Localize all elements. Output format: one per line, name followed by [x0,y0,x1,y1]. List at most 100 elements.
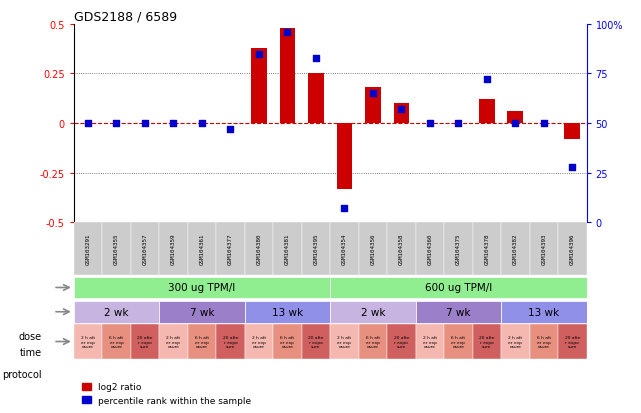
Point [311,55,321,62]
Text: GSM104393: GSM104393 [541,233,546,264]
FancyBboxPatch shape [302,223,330,276]
Point [225,126,235,133]
Point [83,121,93,127]
FancyBboxPatch shape [159,301,245,323]
Bar [394,104,409,124]
FancyBboxPatch shape [529,324,558,359]
FancyBboxPatch shape [302,324,330,359]
FancyBboxPatch shape [330,223,358,276]
FancyBboxPatch shape [387,223,415,276]
FancyBboxPatch shape [358,324,387,359]
Point [453,121,463,127]
Text: 7 wk: 7 wk [446,307,470,317]
Text: 20 afte
r expo
sure: 20 afte r expo sure [394,335,409,348]
Text: 6 h aft
er exp
osure: 6 h aft er exp osure [110,335,124,348]
Text: 600 ug TPM/l: 600 ug TPM/l [425,283,492,293]
Bar [508,112,523,124]
FancyBboxPatch shape [330,277,587,299]
FancyBboxPatch shape [501,301,587,323]
Text: GSM104355: GSM104355 [114,233,119,264]
FancyBboxPatch shape [273,324,302,359]
FancyBboxPatch shape [245,223,273,276]
Text: 2 h aft
er exp
osure: 2 h aft er exp osure [337,335,351,348]
FancyBboxPatch shape [216,223,245,276]
Text: 2 wk: 2 wk [104,307,129,317]
Text: GSM104378: GSM104378 [485,233,489,264]
Point [169,121,179,127]
Text: GSM104396: GSM104396 [570,233,575,264]
Point [538,121,549,127]
Bar [565,124,580,140]
FancyBboxPatch shape [245,301,330,323]
FancyBboxPatch shape [444,223,472,276]
Point [567,164,578,171]
Text: GSM104359: GSM104359 [171,233,176,264]
FancyBboxPatch shape [444,324,472,359]
FancyBboxPatch shape [387,324,415,359]
FancyBboxPatch shape [415,223,444,276]
Point [368,91,378,97]
Text: 2 wk: 2 wk [361,307,385,317]
Text: 20 afte
r expo
sure: 20 afte r expo sure [222,335,238,348]
FancyBboxPatch shape [131,223,159,276]
Text: 6 h aft
er exp
osure: 6 h aft er exp osure [537,335,551,348]
Text: 300 ug TPM/l: 300 ug TPM/l [169,283,235,293]
Text: GSM104361: GSM104361 [199,233,204,264]
Point [396,107,406,113]
Text: 7 wk: 7 wk [190,307,214,317]
FancyBboxPatch shape [216,324,245,359]
Point [425,121,435,127]
Text: time: time [19,347,42,357]
Point [254,51,264,58]
Bar [251,49,267,124]
Text: GSM104377: GSM104377 [228,233,233,264]
Point [510,121,520,127]
FancyBboxPatch shape [358,223,387,276]
FancyBboxPatch shape [74,277,330,299]
Text: 6 h aft
er exp
osure: 6 h aft er exp osure [451,335,465,348]
Bar [365,88,381,124]
Point [282,29,292,36]
FancyBboxPatch shape [330,324,358,359]
FancyBboxPatch shape [472,223,501,276]
Text: 20 afte
r expo
sure: 20 afte r expo sure [137,335,153,348]
Point [339,206,349,212]
FancyBboxPatch shape [415,324,444,359]
FancyBboxPatch shape [415,301,501,323]
FancyBboxPatch shape [102,223,131,276]
FancyBboxPatch shape [558,324,587,359]
Text: GSM104360: GSM104360 [428,233,432,264]
FancyBboxPatch shape [74,301,159,323]
Text: 2 h aft
er exp
osure: 2 h aft er exp osure [167,335,181,348]
FancyBboxPatch shape [188,324,216,359]
Text: 2 h aft
er exp
osure: 2 h aft er exp osure [252,335,266,348]
Point [140,121,150,127]
FancyBboxPatch shape [74,324,102,359]
Text: GSM104382: GSM104382 [513,233,518,264]
Bar [337,124,352,189]
Bar [479,100,495,124]
Text: 20 afte
r expo
sure: 20 afte r expo sure [479,335,495,348]
FancyBboxPatch shape [501,324,529,359]
Text: 2 h aft
er exp
osure: 2 h aft er exp osure [508,335,522,348]
FancyBboxPatch shape [273,223,302,276]
Point [112,121,122,127]
Bar [308,74,324,124]
Text: GSM104380: GSM104380 [256,233,262,264]
Text: GSM104357: GSM104357 [142,233,147,264]
Text: dose: dose [19,332,42,342]
Text: GDS2188 / 6589: GDS2188 / 6589 [74,11,177,24]
Text: 13 wk: 13 wk [272,307,303,317]
FancyBboxPatch shape [330,301,415,323]
Text: protocol: protocol [2,369,42,379]
FancyBboxPatch shape [529,223,558,276]
Legend: log2 ratio, percentile rank within the sample: log2 ratio, percentile rank within the s… [78,379,255,408]
FancyBboxPatch shape [188,223,216,276]
Bar [279,29,296,124]
Text: 13 wk: 13 wk [528,307,560,317]
Point [481,77,492,83]
Text: GSM104395: GSM104395 [313,233,319,264]
FancyBboxPatch shape [472,324,501,359]
FancyBboxPatch shape [159,324,188,359]
FancyBboxPatch shape [558,223,587,276]
